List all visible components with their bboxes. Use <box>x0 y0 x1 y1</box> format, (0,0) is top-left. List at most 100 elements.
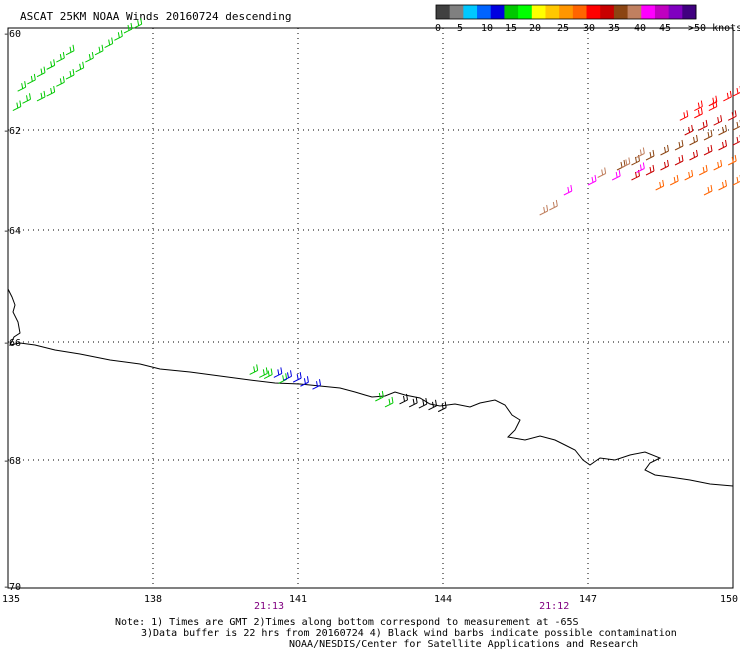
wind-barb <box>94 44 104 56</box>
legend-swatch <box>559 5 574 19</box>
legend-swatch <box>627 5 642 19</box>
wind-barb <box>727 110 737 121</box>
wind-barb <box>694 107 703 119</box>
wind-barb <box>312 379 321 390</box>
longitude-label: 144 <box>434 594 452 605</box>
wind-barb <box>17 81 27 92</box>
wind-barb <box>104 37 114 48</box>
legend-swatch <box>436 5 451 19</box>
wind-barb <box>636 147 645 158</box>
latitude-label: -64 <box>3 226 21 237</box>
wind-barb <box>723 90 732 102</box>
wind-barb <box>283 370 292 381</box>
wind-barb <box>616 159 626 171</box>
wind-barb <box>249 364 259 375</box>
wind-barb <box>375 390 384 402</box>
wind-barb <box>292 372 302 383</box>
wind-barb <box>645 149 655 161</box>
legend-swatch <box>490 5 505 19</box>
wind-barb <box>46 85 56 97</box>
wind-barb <box>263 368 273 380</box>
wind-barb <box>713 115 723 126</box>
wind-barb <box>679 110 689 121</box>
wind-barb <box>718 124 727 136</box>
wind-barb <box>114 30 123 41</box>
wind-barb <box>75 61 85 73</box>
wind-barb <box>645 164 655 176</box>
wind-barb <box>56 76 65 87</box>
wind-barb <box>660 159 669 171</box>
wind-barb <box>718 179 727 191</box>
wind-barb <box>674 139 684 151</box>
wind-barb <box>655 179 665 191</box>
wind-barb <box>718 139 727 151</box>
wind-barb <box>273 367 283 378</box>
wind-barb <box>408 396 418 408</box>
wind-barb <box>65 68 75 80</box>
wind-barb <box>703 184 713 196</box>
wind-barb <box>732 135 740 146</box>
note-line-1: Note: 1) Times are GMT 2)Times along bot… <box>115 617 579 628</box>
wind-barb <box>689 134 698 146</box>
wind-barb <box>539 204 549 216</box>
wind-barb <box>36 90 46 102</box>
wind-barb <box>22 93 31 104</box>
wind-barb <box>732 86 740 97</box>
latitude-label: -68 <box>3 456 21 467</box>
wind-barb <box>384 396 394 408</box>
wind-barbs <box>12 18 740 413</box>
legend-swatch <box>477 5 492 19</box>
wind-barb <box>36 66 46 78</box>
time-labels: 21:13 21:12 <box>254 601 569 612</box>
longitude-label: 147 <box>579 594 597 605</box>
wind-barb <box>674 154 684 166</box>
wind-barb <box>65 44 75 56</box>
wind-barb <box>684 169 694 181</box>
wind-barb <box>621 157 631 168</box>
wind-barb <box>300 376 309 387</box>
wind-barb <box>56 52 65 63</box>
wind-barb <box>123 22 133 34</box>
wind-barb <box>732 175 740 186</box>
legend-swatch <box>654 5 670 19</box>
legend-swatch <box>682 5 697 19</box>
wind-barb <box>549 199 558 211</box>
latitude-label: -70 <box>3 582 21 593</box>
wind-barb <box>703 129 713 141</box>
wind-barb <box>437 401 447 413</box>
wind-barb <box>12 100 22 112</box>
legend-border <box>435 4 697 20</box>
legend-swatch <box>449 5 464 19</box>
wind-barb <box>418 397 428 409</box>
time-label: 21:12 <box>539 601 569 612</box>
legend-swatch <box>668 5 683 19</box>
wind-barb <box>259 367 268 378</box>
wind-barb <box>708 100 718 112</box>
wind-barb <box>563 184 573 196</box>
legend-swatch <box>641 5 656 19</box>
longitude-label: 135 <box>2 594 20 605</box>
wind-barb <box>684 124 694 136</box>
map-frame <box>7 27 734 589</box>
note-line-2: 3)Data buffer is 22 hrs from 20160724 4)… <box>141 628 677 639</box>
legend-swatch <box>531 5 546 19</box>
longitude-labels: 135 138 141 144 147 150 <box>2 594 738 605</box>
legend-swatch <box>613 5 629 19</box>
wind-barb <box>636 162 645 173</box>
wind-barb <box>399 393 408 405</box>
map-title: ASCAT 25KM NOAA Winds 20160724 descendin… <box>20 10 292 23</box>
wind-barb <box>713 159 723 171</box>
latitude-label: -60 <box>3 29 21 40</box>
wind-barb <box>46 59 56 70</box>
latitude-labels: -60 -62 -64 -66 -68 -70 <box>3 29 21 593</box>
note-line-3: NOAA/NESDIS/Center for Satellite Applica… <box>289 639 638 650</box>
graticule <box>8 28 733 588</box>
latitude-label: -62 <box>3 126 21 137</box>
wind-barb <box>587 174 597 186</box>
legend-swatch <box>518 5 533 19</box>
wind-barb <box>698 119 708 131</box>
speed-legend: 0 5 10 15 20 25 30 35 40 45 >50 knots <box>435 4 740 34</box>
legend-swatch <box>572 5 588 19</box>
wind-barb <box>133 18 143 29</box>
wind-barb <box>694 100 703 112</box>
